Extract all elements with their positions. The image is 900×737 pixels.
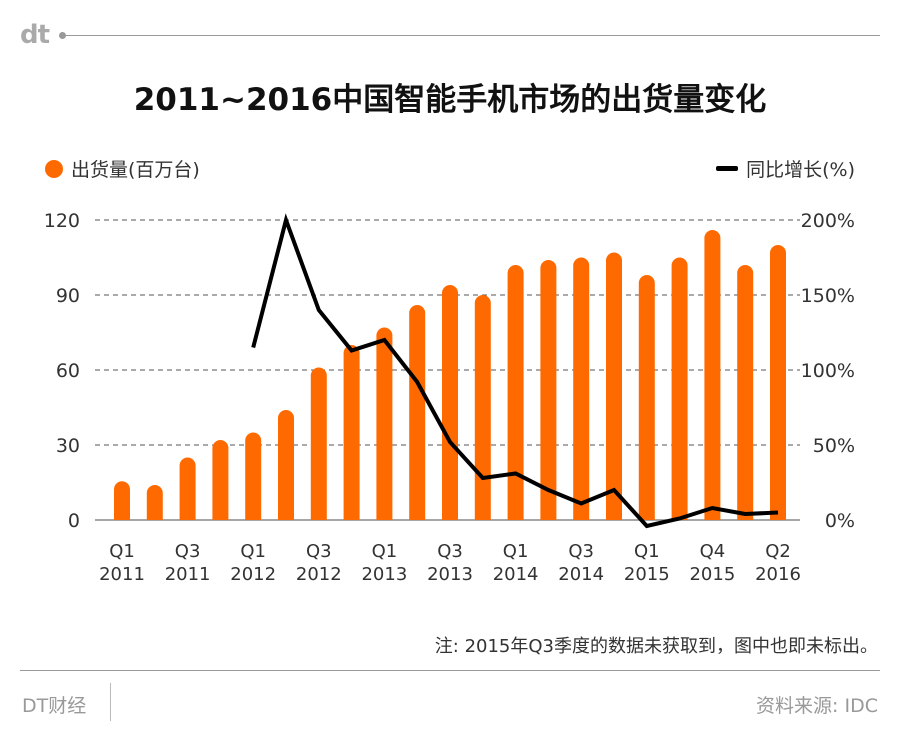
footnote: 注: 2015年Q3季度的数据未获取到，图中也即未标出。 (434, 636, 878, 657)
bar (540, 260, 557, 520)
bar (507, 265, 524, 520)
left-tick-label: 0 (68, 510, 80, 532)
x-tick-year: 2011 (99, 564, 145, 585)
x-tick-year: 2012 (296, 564, 342, 585)
source: 资料来源: IDC (756, 695, 878, 717)
right-tick-label: 0% (825, 510, 855, 532)
left-tick-label: 90 (56, 285, 80, 307)
x-tick-year: 2015 (689, 564, 735, 585)
x-tick-year: 2014 (558, 564, 604, 585)
logo: dt (20, 20, 50, 50)
x-tick-year: 2015 (624, 564, 670, 585)
left-tick-label: 120 (44, 210, 80, 232)
left-tick-label: 60 (56, 360, 80, 382)
x-tick-quarter: Q1 (503, 541, 529, 562)
bar (606, 252, 622, 520)
bar (245, 432, 262, 520)
chart-title: 2011~2016中国智能手机市场的出货量变化 (133, 82, 767, 118)
bar (704, 230, 721, 520)
x-tick-quarter: Q4 (700, 541, 726, 562)
x-tick-year: 2011 (165, 564, 211, 585)
bar (442, 285, 458, 520)
x-tick-quarter: Q3 (437, 541, 463, 562)
bar (770, 245, 786, 520)
growth-line (251, 213, 779, 529)
top-divider (62, 35, 880, 36)
brand: DT财经 (22, 695, 87, 717)
legend-bar-swatch (45, 159, 63, 178)
bar (376, 327, 393, 520)
legend-line: 同比增长(%) (716, 155, 855, 182)
bar (474, 295, 491, 520)
x-tick-year: 2013 (361, 564, 407, 585)
right-tick-label: 100% (801, 360, 855, 382)
x-tick-quarter: Q2 (765, 541, 791, 562)
x-tick-quarter: Q1 (634, 541, 660, 562)
legend-line-label: 同比增长(%) (746, 159, 855, 181)
right-tick-label: 200% (801, 210, 855, 232)
legend-bar: 出货量(百万台) (45, 155, 200, 182)
bar (179, 457, 196, 520)
bar (638, 275, 655, 520)
x-tick-quarter: Q1 (109, 541, 135, 562)
bar (737, 265, 754, 520)
right-tick-label: 150% (801, 285, 855, 307)
x-tick-year: 2014 (493, 564, 539, 585)
x-tick-quarter: Q1 (240, 541, 266, 562)
right-tick-label: 50% (813, 435, 855, 457)
bar (573, 257, 590, 520)
bar (278, 410, 294, 520)
bar (114, 481, 130, 520)
bar (146, 485, 163, 520)
chart-area: 0 0%30 50%60 100%90 150%120 200%Q12011Q32011Q… (44, 210, 855, 585)
bar (671, 257, 688, 520)
footer-separator (110, 683, 111, 721)
left-tick-label: 30 (56, 435, 80, 457)
x-tick-quarter: Q3 (568, 541, 594, 562)
x-tick-quarter: Q3 (306, 541, 332, 562)
x-tick-quarter: Q1 (372, 541, 398, 562)
legend-bar-label: 出货量(百万台) (71, 159, 200, 181)
x-tick-year: 2012 (230, 564, 276, 585)
bar (212, 440, 229, 520)
legend-line-swatch (716, 166, 739, 171)
x-tick-quarter: Q3 (175, 541, 201, 562)
bottom-divider (20, 670, 880, 671)
bar (409, 305, 426, 520)
x-tick-year: 2016 (755, 564, 801, 585)
x-tick-year: 2013 (427, 564, 473, 585)
bar (310, 367, 327, 520)
bar (343, 345, 360, 520)
